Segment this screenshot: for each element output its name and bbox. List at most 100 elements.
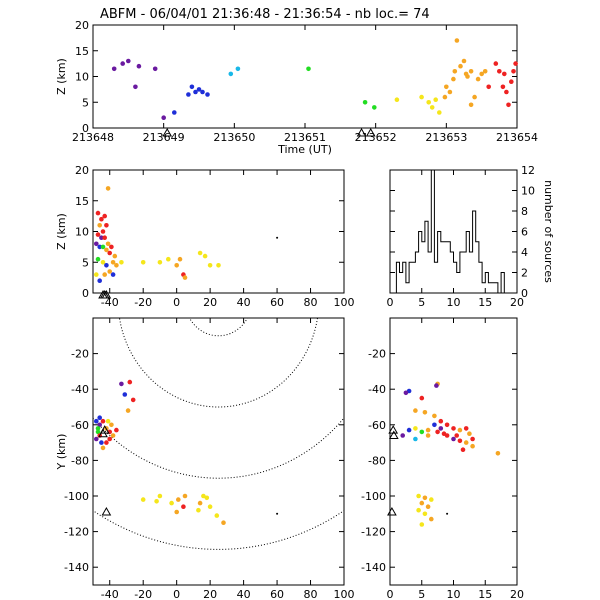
x-height-point	[94, 272, 99, 277]
plan-view-xtick-label: 0	[173, 588, 180, 600]
plan-view-point	[97, 415, 102, 421]
z-y-view-point	[446, 512, 449, 515]
z-y-view-point	[403, 390, 409, 396]
x-height-xtick-label: 0	[173, 296, 180, 309]
time-height-point	[475, 76, 481, 82]
time-height-xtick-label: 213650	[213, 131, 255, 144]
time-height-point	[493, 61, 499, 66]
z-y-view-point	[438, 418, 444, 424]
range-ring	[93, 510, 344, 550]
station-marker	[387, 507, 397, 516]
x-height-point	[100, 260, 106, 265]
station-marker	[388, 430, 399, 439]
plan-view-ytick-label: -40	[71, 383, 89, 396]
x-height-point	[207, 263, 213, 268]
x-height-point	[157, 260, 163, 265]
z-y-view-point	[441, 431, 447, 437]
z-y-view-point	[432, 422, 437, 428]
plan-view-point	[176, 497, 181, 502]
station-marker	[101, 289, 112, 299]
time-height-point	[468, 69, 474, 74]
range-ring	[188, 318, 249, 337]
plan-view-point	[97, 422, 102, 428]
plan-view-point	[105, 418, 111, 424]
x-height-point	[94, 241, 99, 247]
plan-view-ytick-label: -60	[71, 419, 89, 432]
time-height-point	[461, 58, 467, 64]
z-y-view-point	[422, 511, 428, 517]
time-height-point	[362, 100, 368, 105]
time-height-ytick-label: 0	[82, 122, 89, 135]
x-height-point	[177, 256, 183, 262]
plan-view-point	[197, 500, 203, 506]
z-y-view-point	[435, 429, 440, 435]
time-height-point	[394, 97, 400, 102]
plan-view-point	[276, 512, 279, 515]
time-height-point	[468, 102, 474, 108]
time-height-point	[429, 105, 435, 110]
z-y-view-point	[454, 433, 460, 438]
plan-view-point	[207, 504, 213, 510]
time-height-point	[442, 94, 448, 100]
z-y-view-ytick-label: -120	[361, 526, 386, 539]
time-height-point	[500, 84, 506, 90]
time-height-point	[111, 66, 117, 72]
time-height-point	[482, 69, 488, 74]
x-height-point	[174, 263, 179, 268]
x-height-xtick-label: 80	[304, 296, 318, 309]
time-height-xtick-label: 213651	[284, 131, 326, 144]
x-height-ytick-label: 10	[75, 226, 89, 239]
z-y-view-ytick-label: -20	[368, 348, 386, 361]
plan-view-point	[107, 436, 112, 442]
plan-view-point	[110, 433, 116, 438]
z-y-view-xtick-label: 10	[447, 588, 461, 600]
x-height-xtick-label: -40	[101, 296, 119, 309]
plan-view-point	[104, 440, 109, 445]
x-height-point	[140, 260, 146, 265]
time-height-point	[502, 71, 507, 77]
time-height-ytick-label: 20	[75, 19, 89, 32]
plan-view-point	[122, 392, 128, 397]
z-y-view-point	[460, 447, 466, 453]
z-y-view-point	[451, 436, 456, 442]
time-height-point	[504, 89, 509, 95]
x-height-point	[102, 272, 107, 277]
plan-view-ytick-label: -100	[64, 490, 89, 503]
plan-view-point	[154, 499, 159, 504]
time-height-ytick-label: 15	[75, 45, 89, 58]
time-height-xtick-label: 213653	[425, 131, 467, 144]
station-marker	[101, 507, 112, 516]
time-height-xlabel: Time (UT)	[277, 143, 332, 156]
time-height-point	[451, 76, 456, 82]
plan-view-ytick-label: -140	[64, 561, 89, 574]
plan-view-point	[100, 418, 106, 424]
x-height-point	[97, 278, 102, 284]
plan-view-ytick-label: -80	[71, 454, 89, 467]
time-height-point	[133, 84, 138, 90]
plan-view-xtick-label: -20	[134, 588, 152, 600]
time-height-point	[506, 102, 511, 108]
x-height-point	[99, 216, 104, 222]
x-height-xtick-label: 20	[203, 296, 217, 309]
histogram-ylabel: number of sources	[542, 180, 555, 283]
time-height-point	[152, 66, 158, 72]
x-height-point	[97, 223, 102, 228]
x-height-point	[166, 256, 171, 262]
x-height-point	[107, 269, 112, 274]
x-height-ytick-label: 20	[75, 164, 89, 177]
x-height-point	[100, 244, 106, 250]
z-y-view-point	[434, 383, 439, 388]
time-height-point	[444, 84, 449, 90]
plan-view-ytick-label: -120	[64, 526, 89, 539]
histogram-xtick-label: 5	[418, 296, 425, 309]
time-height-point	[228, 71, 234, 77]
plan-view-xtick-label: 100	[334, 588, 355, 600]
histogram-ytick-label: 12	[521, 164, 535, 177]
time-height-point	[205, 92, 210, 97]
plan-view-frame	[92, 317, 345, 586]
histogram-ytick-label: 8	[521, 205, 528, 218]
x-height-point	[95, 210, 101, 216]
station-marker	[98, 428, 108, 438]
z-y-view-xtick-label: 20	[510, 588, 524, 600]
